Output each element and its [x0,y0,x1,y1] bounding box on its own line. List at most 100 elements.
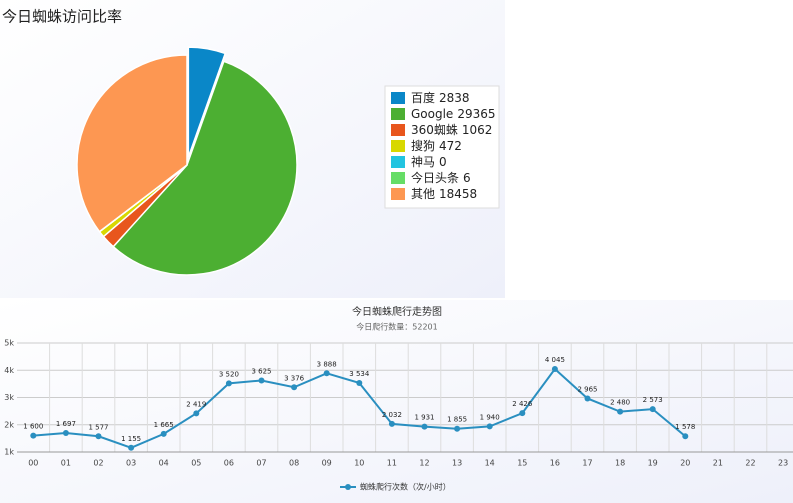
x-tick-label: 13 [452,459,462,468]
data-point [649,406,656,413]
legend-label: 神马 0 [411,155,447,169]
x-tick-label: 20 [680,459,690,468]
data-label: 1 600 [23,423,43,431]
data-label: 1 155 [121,435,141,443]
data-point [421,423,428,430]
data-point [551,366,558,373]
x-tick-label: 22 [745,459,755,468]
data-label: 3 534 [349,370,370,378]
legend-marker [345,484,351,490]
x-tick-label: 16 [550,459,560,468]
legend-label: 百度 2838 [411,90,470,105]
data-point [486,423,493,430]
legend-swatch [391,108,405,120]
data-label: 1 697 [56,420,76,428]
legend-swatch [391,140,405,152]
data-label: 1 855 [447,416,467,424]
pie-slice [112,60,298,276]
legend-label: 其他 18458 [411,187,477,201]
legend-label: 搜狗 472 [411,138,462,153]
legend-name: 搜狗 [411,138,435,153]
x-tick-label: 04 [159,459,169,468]
data-label: 3 520 [219,370,239,378]
data-point [291,384,298,391]
legend-swatch [391,124,405,136]
legend-label: 蜘蛛爬行次数（次/小时） [360,482,451,492]
data-label: 3 625 [251,367,271,375]
data-label: 1 931 [414,414,434,422]
legend-swatch [391,92,405,104]
x-tick-label: 06 [224,459,234,468]
x-tick-label: 09 [322,459,332,468]
pie-slice [76,54,188,233]
line-subtitle: 今日爬行数量：52201 [356,322,437,332]
legend-swatch [391,156,405,168]
x-tick-label: 07 [256,459,266,468]
line-panel [0,300,793,503]
y-tick-label: 5k [4,339,14,348]
data-point [356,379,363,386]
legend-swatch [391,172,405,184]
x-tick-label: 01 [61,459,71,468]
data-label: 2 965 [577,385,597,393]
data-label: 2 480 [610,399,630,407]
x-tick-label: 15 [517,459,527,468]
x-tick-label: 23 [778,459,788,468]
legend-value: 1062 [462,123,493,137]
pie-slice [187,46,227,158]
legend-name: Google [411,107,453,121]
x-tick-label: 14 [485,459,495,468]
x-tick-label: 05 [191,459,201,468]
data-point [682,433,689,440]
data-point [160,430,167,437]
legend-value: 18458 [439,187,477,201]
data-point [30,432,37,439]
x-tick-label: 08 [289,459,299,468]
x-tick-label: 11 [387,459,397,468]
y-tick-label: 1k [4,448,14,457]
x-tick-label: 03 [126,459,136,468]
legend-name: 百度 [411,90,435,105]
data-point [519,410,526,417]
legend-value: 6 [463,171,471,185]
data-label: 2 573 [643,396,663,404]
legend-name: 今日头条 [411,170,459,185]
data-label: 1 578 [675,423,695,431]
legend-name: 其他 [411,187,435,201]
data-point [584,395,591,402]
legend-label: Google 29365 [411,107,496,121]
x-tick-label: 02 [93,459,103,468]
data-label: 3 376 [284,374,305,382]
data-label: 2 419 [186,400,206,408]
data-point [62,430,69,437]
x-tick-label: 19 [648,459,658,468]
data-label: 2 032 [382,411,402,419]
data-point [225,380,232,387]
x-tick-label: 00 [28,459,38,468]
x-tick-label: 12 [419,459,429,468]
legend-value: 472 [439,139,462,153]
data-label: 2 426 [512,400,533,408]
data-label: 4 045 [545,356,565,364]
x-tick-label: 10 [354,459,364,468]
data-point [454,425,461,432]
data-label: 3 888 [317,360,337,368]
pie-title: 今日蜘蛛访问比率 [2,8,122,26]
legend-value: 29365 [457,107,495,121]
data-point [617,408,624,415]
legend-label: 360蜘蛛 1062 [411,122,492,137]
x-tick-label: 17 [582,459,592,468]
x-tick-label: 18 [615,459,625,468]
data-label: 1 665 [154,421,174,429]
data-label: 1 940 [480,413,500,421]
y-tick-label: 2k [4,420,14,429]
data-point [95,433,102,440]
line-title: 今日蜘蛛爬行走势图 [352,305,442,318]
y-tick-label: 3k [4,393,14,402]
x-tick-label: 21 [713,459,723,468]
data-point [388,420,395,427]
data-label: 1 577 [88,423,108,431]
data-point [323,370,330,377]
legend-label: 今日头条 6 [411,170,471,185]
